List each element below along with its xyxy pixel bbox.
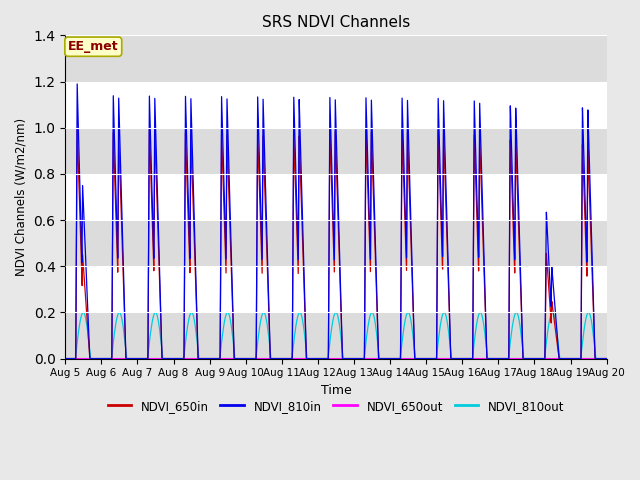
NDVI_650in: [603, 356, 611, 361]
Line: NDVI_810out: NDVI_810out: [65, 312, 607, 359]
NDVI_650out: [603, 356, 611, 361]
NDVI_810in: [400, 170, 408, 176]
NDVI_810in: [550, 294, 558, 300]
NDVI_810out: [550, 312, 558, 318]
NDVI_810out: [269, 356, 276, 361]
NDVI_810out: [553, 326, 561, 332]
Bar: [65, 128, 607, 174]
NDVI_650in: [550, 317, 558, 323]
Bar: [65, 36, 607, 82]
NDVI_650in: [574, 356, 582, 361]
NDVI_650out: [553, 356, 561, 361]
NDVI_810in: [269, 356, 276, 361]
NDVI_810in: [74, 81, 81, 87]
NDVI_650in: [74, 125, 81, 131]
NDVI_650out: [126, 356, 134, 361]
NDVI_810in: [61, 356, 69, 361]
NDVI_810out: [400, 324, 408, 330]
NDVI_810in: [574, 356, 582, 361]
NDVI_810in: [553, 326, 561, 332]
NDVI_650out: [574, 356, 582, 361]
NDVI_650out: [269, 356, 276, 361]
NDVI_810in: [603, 356, 611, 361]
NDVI_650in: [553, 337, 561, 343]
NDVI_810out: [61, 356, 69, 361]
NDVI_650out: [400, 356, 408, 361]
Text: EE_met: EE_met: [68, 40, 118, 53]
Bar: [65, 220, 607, 266]
NDVI_810in: [126, 356, 134, 361]
NDVI_650out: [61, 356, 69, 361]
Legend: NDVI_650in, NDVI_810in, NDVI_650out, NDVI_810out: NDVI_650in, NDVI_810in, NDVI_650out, NDV…: [103, 395, 569, 417]
NDVI_810out: [574, 356, 582, 361]
Line: NDVI_650in: NDVI_650in: [65, 128, 607, 359]
X-axis label: Time: Time: [321, 384, 351, 397]
Line: NDVI_810in: NDVI_810in: [65, 84, 607, 359]
NDVI_810out: [603, 356, 611, 361]
NDVI_650in: [400, 192, 408, 198]
NDVI_810out: [585, 310, 593, 315]
NDVI_650out: [550, 356, 558, 361]
NDVI_650in: [61, 356, 69, 361]
NDVI_650in: [269, 356, 276, 361]
NDVI_650in: [126, 356, 134, 361]
Y-axis label: NDVI Channels (W/m2/nm): NDVI Channels (W/m2/nm): [15, 118, 28, 276]
Title: SRS NDVI Channels: SRS NDVI Channels: [262, 15, 410, 30]
Bar: [65, 312, 607, 359]
NDVI_810out: [126, 356, 134, 361]
